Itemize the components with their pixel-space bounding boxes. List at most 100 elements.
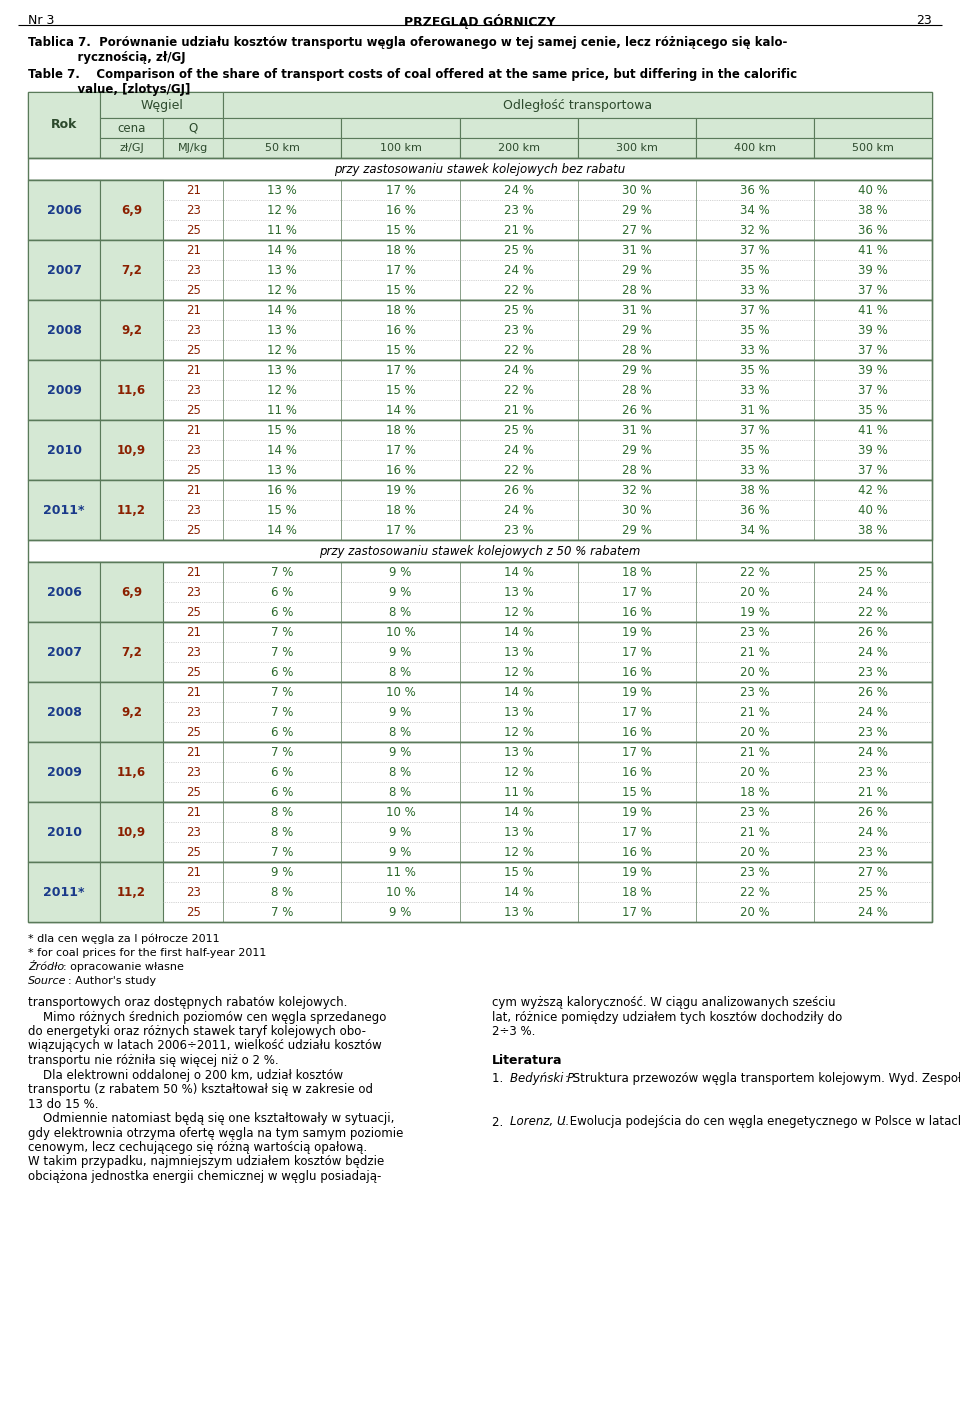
Text: obciążona jednostka energii chemicznej w węglu posiadają-: obciążona jednostka energii chemicznej w…	[28, 1170, 381, 1183]
Text: 29 %: 29 %	[622, 444, 652, 456]
Text: 20 %: 20 %	[740, 846, 770, 859]
Text: 23 %: 23 %	[504, 203, 534, 216]
Text: 11,2: 11,2	[117, 503, 146, 516]
Text: 30 %: 30 %	[622, 503, 652, 516]
Text: 25: 25	[185, 665, 201, 678]
Text: 14 %: 14 %	[268, 303, 298, 317]
Text: 12 %: 12 %	[504, 606, 534, 619]
Text: 10,9: 10,9	[117, 444, 146, 456]
Text: Table 7.    Comparison of the share of transport costs of coal offered at the sa: Table 7. Comparison of the share of tran…	[28, 68, 797, 81]
Text: 25: 25	[185, 606, 201, 619]
Text: PRZEGLĄD GÓRNICZY: PRZEGLĄD GÓRNICZY	[404, 14, 556, 28]
Text: 12 %: 12 %	[268, 344, 298, 357]
Text: 2.: 2.	[492, 1115, 518, 1129]
Text: 38 %: 38 %	[740, 483, 770, 496]
Bar	[28, 562, 100, 621]
Text: 12 %: 12 %	[268, 203, 298, 216]
Bar	[28, 92, 100, 158]
Text: 26 %: 26 %	[858, 685, 888, 698]
Text: 25: 25	[185, 223, 201, 236]
Text: 200 km: 200 km	[497, 144, 540, 154]
Text: Odmiennie natomiast będą się one kształtowały w sytuacji,: Odmiennie natomiast będą się one kształt…	[28, 1112, 395, 1125]
Text: 21 %: 21 %	[740, 745, 770, 758]
Text: 25: 25	[185, 283, 201, 297]
Text: 21: 21	[185, 626, 201, 638]
Text: 8 %: 8 %	[390, 785, 412, 799]
Text: 23 %: 23 %	[740, 685, 770, 698]
Bar	[163, 118, 224, 138]
Text: przy zastosowaniu stawek kolejowych bez rabatu: przy zastosowaniu stawek kolejowych bez …	[334, 162, 626, 175]
Text: 26 %: 26 %	[622, 404, 652, 417]
Text: 6 %: 6 %	[271, 725, 294, 738]
Text: 19 %: 19 %	[622, 866, 652, 879]
Text: 2006: 2006	[47, 586, 82, 599]
Bar	[28, 862, 100, 921]
Text: 300 km: 300 km	[615, 144, 658, 154]
Text: 23: 23	[185, 503, 201, 516]
Bar	[28, 621, 100, 683]
Text: 23 %: 23 %	[858, 725, 888, 738]
Text: 35 %: 35 %	[858, 404, 888, 417]
Text: 2007: 2007	[47, 646, 82, 658]
Text: 29 %: 29 %	[622, 523, 652, 536]
Text: 12 %: 12 %	[268, 283, 298, 297]
Text: 9 %: 9 %	[389, 745, 412, 758]
Text: 7 %: 7 %	[271, 906, 294, 919]
Text: 8 %: 8 %	[272, 826, 294, 839]
Text: 32 %: 32 %	[740, 223, 770, 236]
Text: 21: 21	[185, 866, 201, 879]
Text: 14 %: 14 %	[386, 404, 416, 417]
Text: : Ewolucja podejścia do cen węgla enegetycznego w Polsce w latach 1998–2010. Prz: : Ewolucja podejścia do cen węgla eneget…	[562, 1115, 960, 1129]
Text: 9 %: 9 %	[389, 566, 412, 579]
Text: 35 %: 35 %	[740, 364, 770, 377]
Bar	[28, 181, 100, 240]
Text: 24 %: 24 %	[504, 263, 534, 276]
Text: gdy elektrownia otrzyma ofertę węgla na tym samym poziomie: gdy elektrownia otrzyma ofertę węgla na …	[28, 1126, 403, 1139]
Text: 23 %: 23 %	[504, 523, 534, 536]
Text: 42 %: 42 %	[858, 483, 888, 496]
Bar	[28, 562, 932, 621]
Text: 17 %: 17 %	[622, 646, 652, 658]
Text: 33 %: 33 %	[740, 344, 770, 357]
Text: 38 %: 38 %	[858, 523, 888, 536]
Text: 18 %: 18 %	[740, 785, 770, 799]
Text: 34 %: 34 %	[740, 523, 770, 536]
Text: 23: 23	[185, 444, 201, 456]
Text: 22 %: 22 %	[740, 566, 770, 579]
Text: 24 %: 24 %	[858, 705, 888, 718]
Text: 25: 25	[185, 523, 201, 536]
Text: 16 %: 16 %	[622, 725, 652, 738]
Text: 15 %: 15 %	[268, 503, 298, 516]
Text: 25 %: 25 %	[858, 886, 888, 899]
Text: 41 %: 41 %	[858, 243, 888, 256]
Text: 2011*: 2011*	[43, 503, 84, 516]
Text: 22 %: 22 %	[504, 464, 534, 476]
Text: cym wyższą kaloryczność. W ciągu analizowanych sześciu: cym wyższą kaloryczność. W ciągu analizo…	[492, 995, 835, 1010]
Text: 12 %: 12 %	[504, 846, 534, 859]
Text: 21 %: 21 %	[740, 705, 770, 718]
Text: 16 %: 16 %	[386, 464, 416, 476]
Text: 23: 23	[185, 384, 201, 397]
Bar	[28, 300, 100, 360]
Bar	[696, 118, 814, 138]
Text: 38 %: 38 %	[858, 203, 888, 216]
Text: 36 %: 36 %	[740, 183, 770, 196]
Text: 2006: 2006	[47, 203, 82, 216]
Bar	[100, 621, 163, 683]
Text: 21: 21	[185, 685, 201, 698]
Text: 21: 21	[185, 745, 201, 758]
Text: 9,2: 9,2	[121, 705, 142, 718]
Text: 19 %: 19 %	[622, 805, 652, 819]
Text: 26 %: 26 %	[504, 483, 534, 496]
Text: 35 %: 35 %	[740, 444, 770, 456]
Text: 24 %: 24 %	[858, 586, 888, 599]
Bar	[100, 360, 163, 419]
Text: 16 %: 16 %	[386, 203, 416, 216]
Bar	[100, 240, 163, 300]
Text: 14 %: 14 %	[504, 685, 534, 698]
Text: 23 %: 23 %	[858, 765, 888, 778]
Text: 50 km: 50 km	[265, 144, 300, 154]
Text: 29 %: 29 %	[622, 364, 652, 377]
Text: 9,2: 9,2	[121, 323, 142, 337]
Text: 40 %: 40 %	[858, 183, 888, 196]
